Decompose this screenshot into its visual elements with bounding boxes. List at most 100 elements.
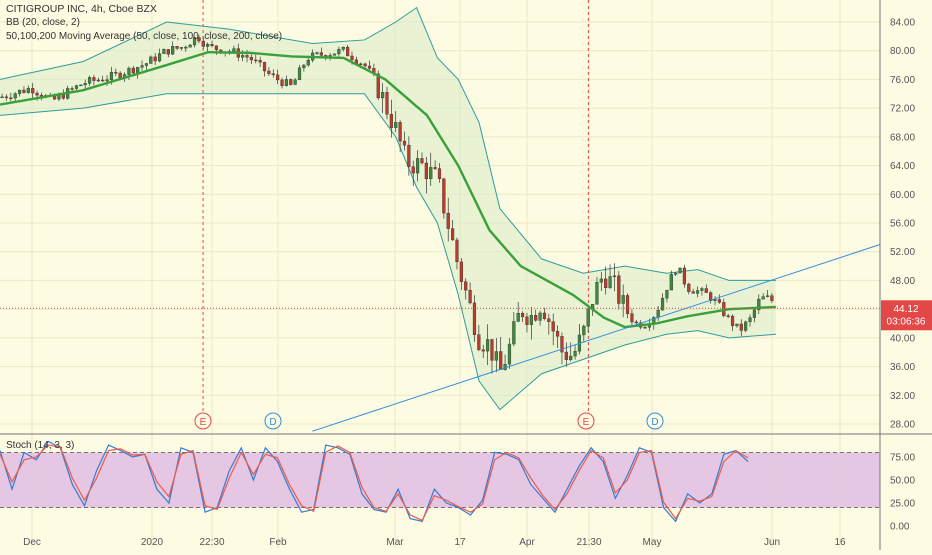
candle xyxy=(206,44,210,47)
candle xyxy=(595,282,599,305)
candle xyxy=(9,97,13,99)
candle xyxy=(748,317,752,323)
candle xyxy=(608,276,612,288)
candle xyxy=(109,72,114,80)
candle xyxy=(744,321,748,331)
candle xyxy=(752,309,757,318)
candle xyxy=(210,44,214,46)
y-tick-label: 40.00 xyxy=(890,333,915,344)
candle xyxy=(166,49,170,55)
event-marker-label: D xyxy=(651,417,658,428)
candle xyxy=(192,37,197,46)
candle xyxy=(376,73,380,99)
candle xyxy=(17,89,22,94)
candle xyxy=(389,114,393,128)
candle xyxy=(79,84,83,87)
candle xyxy=(284,79,288,86)
candle xyxy=(245,55,249,58)
y-tick-label: 80.00 xyxy=(890,46,915,57)
candle xyxy=(35,92,39,96)
candle xyxy=(464,281,468,291)
candle xyxy=(656,309,660,318)
candle xyxy=(455,239,459,263)
candle xyxy=(564,351,568,360)
candle xyxy=(442,178,446,214)
candle xyxy=(520,312,525,318)
candle xyxy=(92,77,96,81)
x-tick-label: 22:30 xyxy=(199,537,224,548)
x-tick-label: Mar xyxy=(386,537,404,548)
candle xyxy=(739,323,743,331)
candle xyxy=(687,283,691,292)
candle xyxy=(385,92,389,115)
candle xyxy=(551,321,555,332)
candle xyxy=(695,290,700,294)
candle xyxy=(131,67,135,74)
y-tick-label: 64.00 xyxy=(890,161,915,172)
candle xyxy=(634,321,638,324)
candle xyxy=(359,63,363,66)
x-tick-label: Jun xyxy=(764,537,780,548)
candle xyxy=(271,73,275,76)
candle xyxy=(267,70,271,74)
event-marker xyxy=(194,412,212,430)
candle xyxy=(573,350,577,357)
candle xyxy=(604,278,608,288)
y-tick-label: 84.00 xyxy=(890,18,915,29)
y-tick-label: 68.00 xyxy=(890,132,915,143)
event-marker xyxy=(646,412,664,430)
y-tick-label: 76.00 xyxy=(890,75,915,86)
candle xyxy=(276,74,280,81)
candle xyxy=(171,46,175,55)
candle xyxy=(730,315,735,327)
candle xyxy=(713,299,717,301)
candle xyxy=(367,65,372,69)
candle xyxy=(538,312,542,321)
candle xyxy=(319,52,323,56)
candle xyxy=(477,334,481,350)
bb-upper-band xyxy=(0,6,776,281)
candle xyxy=(433,167,437,169)
candle xyxy=(70,88,74,90)
candle xyxy=(512,321,516,345)
candle xyxy=(105,79,109,82)
candle xyxy=(700,288,704,291)
candle xyxy=(420,158,424,164)
y-tick-label: 48.00 xyxy=(890,276,915,287)
candle xyxy=(765,295,770,297)
candle xyxy=(315,52,319,54)
candle xyxy=(197,37,201,42)
moving-average-line xyxy=(0,50,776,329)
candle xyxy=(547,318,551,322)
event-marker-label: E xyxy=(583,417,590,428)
candle xyxy=(437,168,442,179)
candle xyxy=(490,339,494,361)
candle xyxy=(297,67,302,81)
ma-legend: 50,100,200 Moving Average (50, close, 10… xyxy=(6,31,283,42)
y-tick-label: 36.00 xyxy=(890,362,915,373)
y-tick-label: 32.00 xyxy=(890,391,915,402)
candle xyxy=(612,275,617,278)
candle xyxy=(761,296,765,300)
candle xyxy=(149,56,153,64)
stoch-band xyxy=(0,452,880,508)
candle xyxy=(258,60,262,63)
candle xyxy=(416,158,420,174)
price-badge-value: 44.12 xyxy=(893,304,918,315)
trendline xyxy=(312,244,881,432)
candle xyxy=(757,298,761,311)
event-marker-label: D xyxy=(269,417,276,428)
candle xyxy=(394,122,398,128)
event-marker xyxy=(577,412,595,430)
candle xyxy=(468,289,472,304)
stoch-legend: Stoch (14, 3, 3) xyxy=(6,440,75,451)
candle xyxy=(13,93,17,99)
candle xyxy=(398,122,402,142)
y-tick-label: 72.00 xyxy=(890,104,915,115)
candle xyxy=(114,72,118,74)
candle xyxy=(503,363,507,370)
candle xyxy=(555,330,560,337)
candle xyxy=(709,292,713,301)
